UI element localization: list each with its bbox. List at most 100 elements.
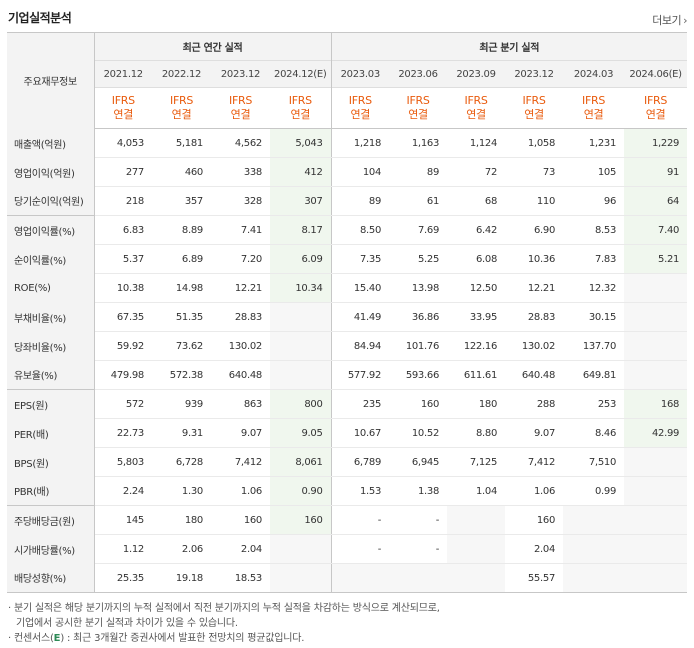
table-cell: 939 <box>152 389 211 419</box>
table-cell <box>270 360 332 390</box>
ifrs-consolidation: 연결 <box>466 108 486 121</box>
table-cell: 73.62 <box>152 331 211 361</box>
table-cell: 5.37 <box>94 244 152 274</box>
ifrs-label: IFRS 연결 <box>152 87 211 129</box>
section-title: 기업실적분석 <box>8 11 72 25</box>
table-cell: 73 <box>505 157 564 187</box>
row-label: 유보율(%) <box>7 360 95 390</box>
table-cell: 72 <box>447 157 506 187</box>
table-cell <box>624 447 688 477</box>
table-cell: 0.90 <box>270 476 332 506</box>
table-cell: 10.52 <box>389 418 448 448</box>
table-cell: 412 <box>270 157 332 187</box>
table-cell: 7.35 <box>331 244 390 274</box>
table-cell: 7,412 <box>505 447 564 477</box>
table-cell: 7.83 <box>563 244 625 274</box>
ifrs-standard: IFRS <box>406 94 430 107</box>
row-label: 순이익률(%) <box>7 244 95 274</box>
table-cell: 1.38 <box>389 476 448 506</box>
table-cell: 7.20 <box>211 244 270 274</box>
table-cell: - <box>389 505 448 535</box>
table-cell: 180 <box>152 505 211 535</box>
ifrs-standard: IFRS <box>644 94 668 107</box>
table-cell: 6.89 <box>152 244 211 274</box>
ifrs-consolidation: 연결 <box>408 108 428 121</box>
more-link[interactable]: 더보기 › <box>652 12 687 28</box>
table-cell <box>563 563 625 593</box>
table-cell: 25.35 <box>94 563 152 593</box>
table-cell: 593.66 <box>389 360 448 390</box>
period-header: 2023.09 <box>447 60 506 88</box>
ifrs-consolidation: 연결 <box>290 108 311 121</box>
table-cell: 130.02 <box>505 331 564 361</box>
table-cell: 577.92 <box>331 360 390 390</box>
table-cell: 7,125 <box>447 447 506 477</box>
table-cell: 160 <box>389 389 448 419</box>
table-cell: 137.70 <box>563 331 625 361</box>
table-cell: 5,043 <box>270 128 332 158</box>
table-cell: 122.16 <box>447 331 506 361</box>
chevron-right-icon: › <box>683 14 687 27</box>
ifrs-label: IFRS 연결 <box>505 87 564 129</box>
table-cell: 68 <box>447 186 506 216</box>
table-cell: 36.86 <box>389 302 448 332</box>
table-cell: 18.53 <box>211 563 270 593</box>
ifrs-label: IFRS 연결 <box>624 87 688 129</box>
footnote-3-suffix: ) : 최근 3개월간 증권사에서 발표한 전망치의 평균값입니다. <box>60 633 305 644</box>
table-cell: 1,218 <box>331 128 390 158</box>
table-cell: 1.53 <box>331 476 390 506</box>
row-label: PER(배) <box>7 418 95 448</box>
row-label: ROE(%) <box>7 273 95 303</box>
table-cell: 572 <box>94 389 152 419</box>
table-cell: 6.09 <box>270 244 332 274</box>
table-cell: 51.35 <box>152 302 211 332</box>
table-cell: 8.17 <box>270 215 332 245</box>
period-header: 2024.06(E) <box>624 60 688 88</box>
ifrs-standard: IFRS <box>348 94 372 107</box>
table-cell: 10.38 <box>94 273 152 303</box>
financial-summary-table: 주요재무정보 최근 연간 실적 최근 분기 실적 2021.12 2022.12 2… <box>7 32 688 593</box>
table-cell: 2.06 <box>152 534 211 564</box>
table-cell: 96 <box>563 186 625 216</box>
table-row: 배당성향(%) 25.35 19.18 18.53 55.57 <box>7 563 688 593</box>
table-cell: 91 <box>624 157 688 187</box>
table-cell: 89 <box>389 157 448 187</box>
table-cell: 5.25 <box>389 244 448 274</box>
table-cell: 1.06 <box>505 476 564 506</box>
table-cell: 2.24 <box>94 476 152 506</box>
ifrs-consolidation: 연결 <box>524 108 544 121</box>
table-cell: 6,945 <box>389 447 448 477</box>
table-cell <box>389 563 448 593</box>
period-header: 2024.03 <box>563 60 625 88</box>
footnote-3: · 컨센서스(E) : 최근 3개월간 증권사에서 발표한 전망치의 평균값입니… <box>8 631 440 646</box>
footnotes: · 분기 실적은 해당 분기까지의 누적 실적에서 직전 분기까지의 누적 실적… <box>8 601 440 646</box>
row-label: 부채비율(%) <box>7 302 95 332</box>
table-cell: 41.49 <box>331 302 390 332</box>
table-cell: 4,053 <box>94 128 152 158</box>
table-row: PER(배) 22.73 9.31 9.07 9.05 10.67 10.52 8.80 9.0… <box>7 418 688 448</box>
table-cell <box>624 563 688 593</box>
period-header: 2023.12 <box>505 60 564 88</box>
row-label: 당좌비율(%) <box>7 331 95 361</box>
table-cell: - <box>389 534 448 564</box>
table-cell: 13.98 <box>389 273 448 303</box>
table-row: 당좌비율(%) 59.92 73.62 130.02 84.94 101.76 122.16… <box>7 331 688 361</box>
period-header: 2023.06 <box>389 60 448 88</box>
table-cell: 19.18 <box>152 563 211 593</box>
period-header: 2023.03 <box>331 60 390 88</box>
ifrs-label: IFRS 연결 <box>389 87 448 129</box>
table-cell: 288 <box>505 389 564 419</box>
table-cell: 10.36 <box>505 244 564 274</box>
table-row: 영업이익률(%) 6.83 8.89 7.41 8.17 8.50 7.69 6.42 6.90… <box>7 215 688 245</box>
table-cell: 479.98 <box>94 360 152 390</box>
group-annual-header: 최근 연간 실적 <box>94 32 332 61</box>
table-cell: 160 <box>270 505 332 535</box>
table-cell: 1.04 <box>447 476 506 506</box>
table-cell: 1,163 <box>389 128 448 158</box>
ifrs-standard: IFRS <box>522 94 546 107</box>
corner-label: 주요재무정보 <box>7 32 95 129</box>
table-cell: 12.32 <box>563 273 625 303</box>
table-cell: 5,181 <box>152 128 211 158</box>
table-cell: 338 <box>211 157 270 187</box>
table-cell: 64 <box>624 186 688 216</box>
